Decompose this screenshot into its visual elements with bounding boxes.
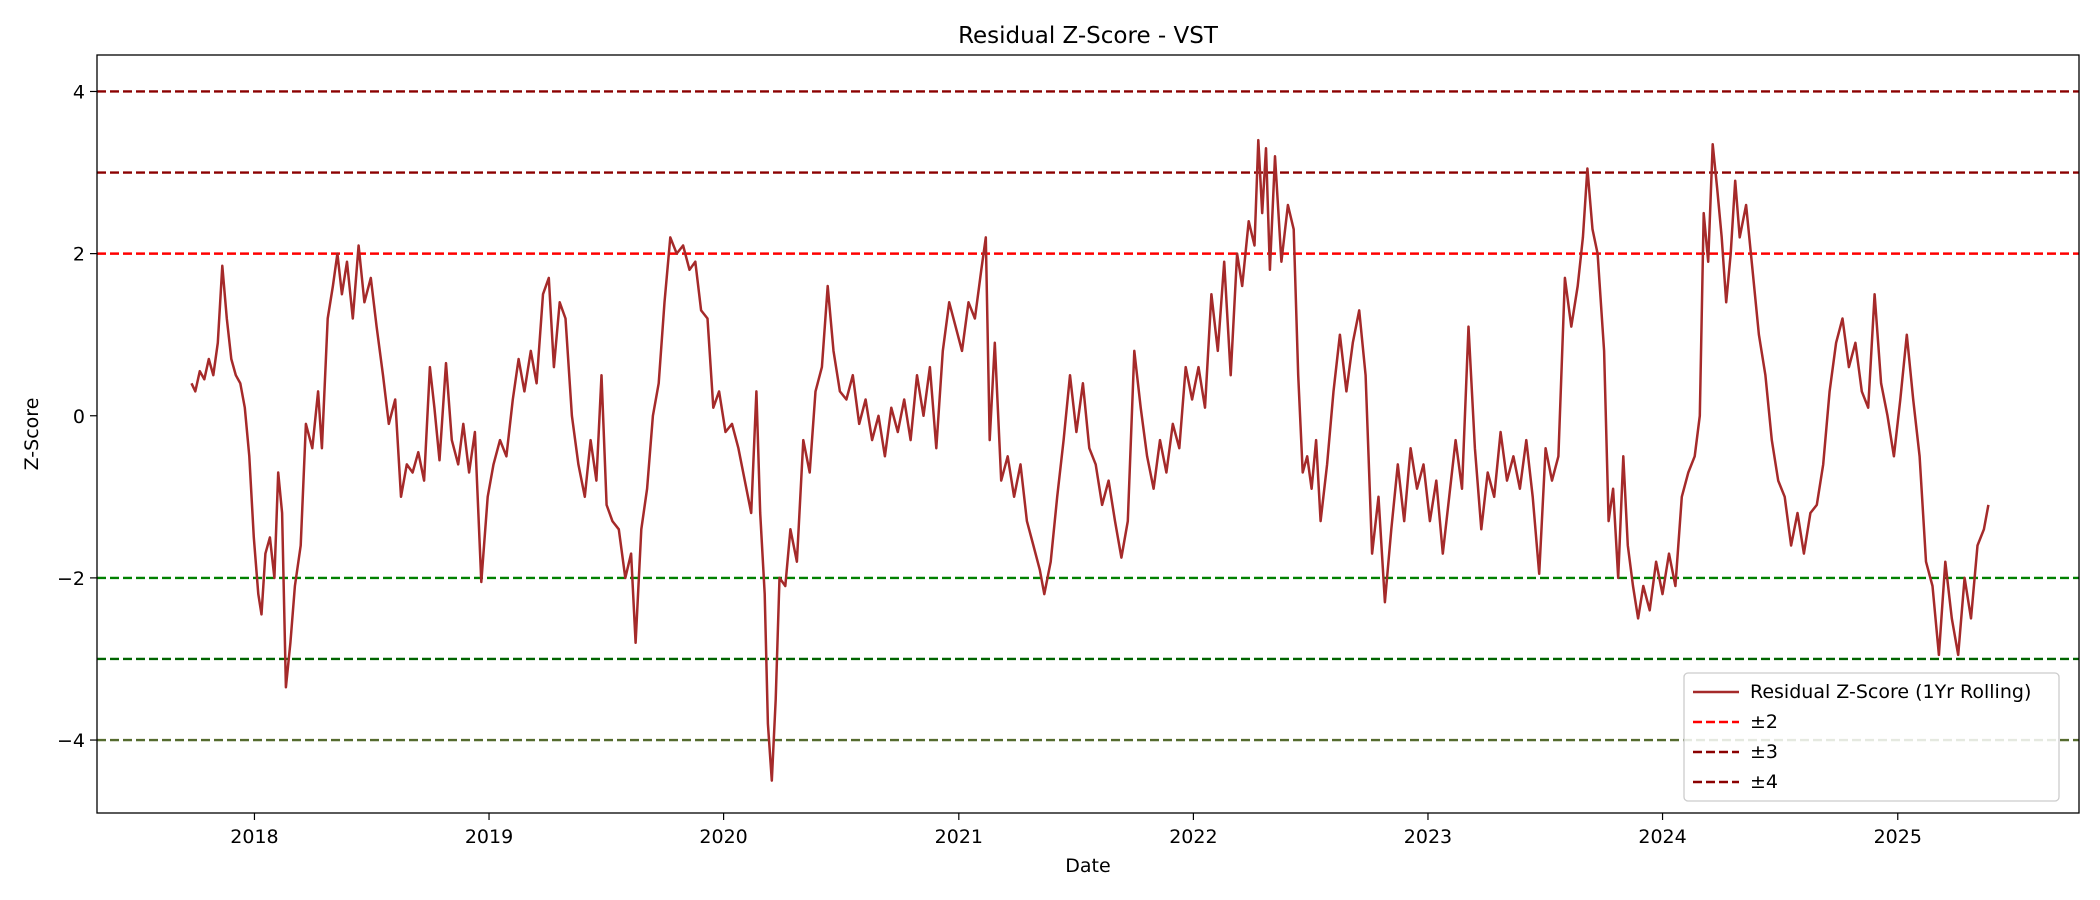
x-tick-label: 2020	[699, 826, 747, 848]
zscore-series-line	[190, 138, 1990, 782]
y-axis: 4 2 0 −2 −4	[57, 81, 97, 752]
legend-label-pm2: ±2	[1750, 711, 1778, 733]
x-tick-label: 2022	[1169, 826, 1217, 848]
x-tick-label: 2018	[230, 826, 278, 848]
y-tick-label: 2	[73, 244, 85, 266]
x-tick-label: 2023	[1404, 826, 1452, 848]
x-tick-label: 2024	[1638, 826, 1686, 848]
y-tick-label: 0	[73, 406, 85, 428]
legend-label-pm4: ±4	[1750, 771, 1778, 793]
legend: Residual Z-Score (1Yr Rolling) ±2 ±3 ±4	[1683, 672, 2060, 802]
y-tick-label: −4	[57, 730, 85, 752]
legend-label-zscore: Residual Z-Score (1Yr Rolling)	[1750, 681, 2031, 703]
x-tick-label: 2025	[1874, 826, 1922, 848]
chart-title: Residual Z-Score - VST	[958, 23, 1219, 49]
y-tick-label: −2	[57, 568, 85, 590]
x-axis: 2018 2019 2020 2021 2022 2023 2024 2025	[230, 813, 1922, 848]
x-tick-label: 2021	[935, 826, 983, 848]
y-axis-label: Z-Score	[21, 398, 43, 471]
plot-frame	[96, 54, 2080, 814]
y-tick-label: 4	[73, 81, 85, 103]
x-tick-label: 2019	[465, 826, 513, 848]
x-axis-label: Date	[1065, 855, 1110, 877]
legend-frame	[1683, 672, 2060, 802]
legend-label-pm3: ±3	[1750, 741, 1778, 763]
